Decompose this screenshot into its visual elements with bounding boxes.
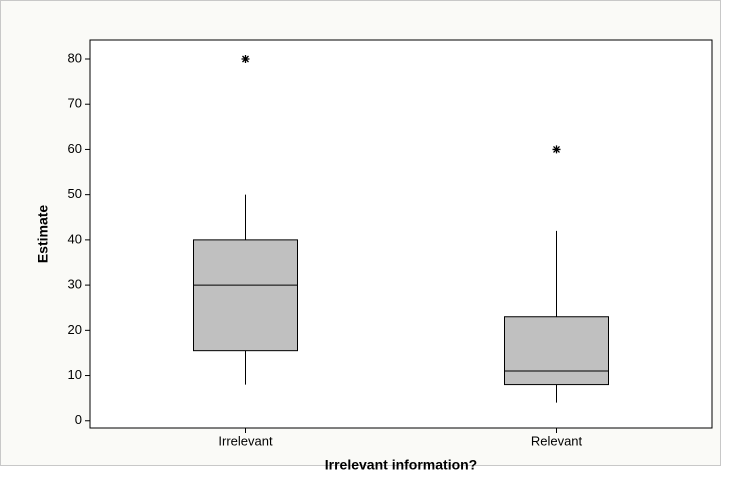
- y-tick-label: 0: [75, 412, 82, 427]
- x-tick-label: Irrelevant: [218, 433, 273, 448]
- y-tick-label: 50: [68, 186, 82, 201]
- y-tick-label: 70: [68, 96, 82, 111]
- outlier: [552, 145, 561, 154]
- x-tick-label: Relevant: [531, 433, 583, 448]
- y-tick-label: 80: [68, 50, 82, 65]
- box: [504, 316, 609, 386]
- outlier: [241, 54, 250, 63]
- box: [193, 239, 298, 352]
- x-axis-label: Irrelevant information?: [325, 457, 477, 473]
- y-tick-label: 30: [68, 277, 82, 292]
- y-tick-label: 20: [68, 322, 82, 337]
- plot-area: [89, 39, 713, 429]
- y-tick-label: 10: [68, 367, 82, 382]
- y-axis-label: Estimate: [35, 205, 51, 264]
- y-tick-label: 40: [68, 231, 82, 246]
- y-tick-label: 60: [68, 141, 82, 156]
